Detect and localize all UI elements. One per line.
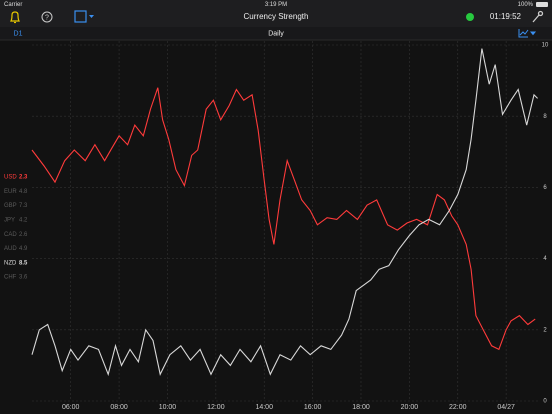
x-tick-label: 20:00 xyxy=(401,404,419,411)
series-line xyxy=(31,48,538,377)
chart-type-icon[interactable] xyxy=(518,29,537,38)
x-tick-label: 04/27 xyxy=(497,404,515,411)
toolbar-bg xyxy=(0,0,552,27)
legend-value: 4.2 xyxy=(19,217,28,223)
legend-name: CHF xyxy=(4,275,17,281)
clock: 3:19 PM xyxy=(265,2,287,8)
y-tick-label: 10 xyxy=(542,43,549,49)
timeframe[interactable]: D1 xyxy=(14,30,23,37)
legend-name: JPY xyxy=(4,217,15,223)
legend-name: NZD xyxy=(4,260,17,266)
layout-dropdown[interactable] xyxy=(74,10,94,23)
timer: 01:19:52 xyxy=(490,12,522,21)
legend-value: 4.9 xyxy=(19,246,28,252)
series-line xyxy=(31,87,536,351)
y-tick-label: 8 xyxy=(543,114,547,120)
x-tick-label: 12:00 xyxy=(207,404,225,411)
sub-bar-bg xyxy=(0,27,552,40)
legend-name: CAD xyxy=(4,232,17,238)
legend-name: EUR xyxy=(4,189,17,195)
legend-value: 2.6 xyxy=(19,232,28,238)
x-tick-label: 16:00 xyxy=(304,404,322,411)
legend-value: 8.5 xyxy=(19,260,28,266)
x-tick-label: 18:00 xyxy=(352,404,370,411)
y-tick-label: 4 xyxy=(543,256,547,262)
legend-value: 3.6 xyxy=(19,275,28,281)
x-tick-label: 06:00 xyxy=(62,404,80,411)
status-dot xyxy=(466,13,474,21)
svg-text:?: ? xyxy=(45,14,49,21)
chart: 06:00 08:00 10:00 12:00 14:00 16:00 18:00 20:00… xyxy=(4,41,549,411)
help-icon[interactable]: ? xyxy=(41,11,53,23)
y-tick-label: 0 xyxy=(543,399,547,405)
legend-name: USD xyxy=(4,175,17,181)
legend-value: 7.3 xyxy=(19,203,28,209)
legend-name: GBP xyxy=(4,203,17,209)
battery-text: 100% xyxy=(518,2,534,8)
chart-title: Daily xyxy=(268,30,284,37)
x-tick-label: 22:00 xyxy=(449,404,467,411)
x-tick-label: 14:00 xyxy=(255,404,273,411)
screen-title: Currency Strength xyxy=(244,12,309,21)
x-tick-label: 10:00 xyxy=(159,404,177,411)
bell-icon[interactable] xyxy=(10,11,20,24)
carrier: Carrier xyxy=(4,2,22,8)
legend-name: AUD xyxy=(4,246,17,252)
x-tick-label: 08:00 xyxy=(110,404,128,411)
legend-value: 2.3 xyxy=(19,175,28,181)
y-tick-label: 6 xyxy=(543,185,547,191)
legend-value: 4.8 xyxy=(19,189,28,195)
settings-icon[interactable] xyxy=(532,10,544,23)
battery-icon xyxy=(536,2,548,7)
y-tick-label: 2 xyxy=(543,327,547,333)
